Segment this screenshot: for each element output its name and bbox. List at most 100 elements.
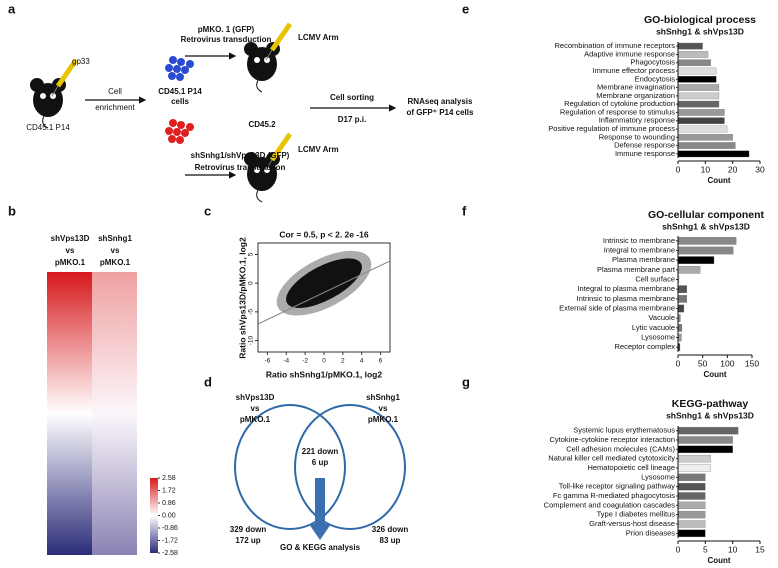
label: shSnhg1/shVps13D (GFP) bbox=[191, 151, 290, 160]
workflow-arrows bbox=[85, 52, 397, 179]
x-axis-label: Ratio shSnhg1/pMKO.1, log2 bbox=[266, 369, 382, 379]
bar bbox=[677, 59, 711, 67]
bar bbox=[677, 125, 728, 133]
category-label: Regulation of response to stimulus bbox=[560, 107, 675, 116]
chart-title: GO-biological process bbox=[644, 14, 756, 26]
bar bbox=[677, 100, 720, 108]
category-label: Fc gamma R-mediated phagocytosis bbox=[553, 491, 675, 500]
mouse-eye bbox=[264, 57, 270, 63]
chart-title: GO-cellular component bbox=[648, 209, 765, 221]
bar bbox=[677, 109, 725, 116]
panel-letter: g bbox=[462, 374, 470, 389]
bar bbox=[677, 92, 720, 100]
bar bbox=[677, 266, 701, 274]
chart-subtitle: shSnhg1 & shVps13D bbox=[662, 221, 750, 231]
column-label: shVps13D bbox=[51, 234, 90, 243]
colorbar-tick-label: -0.86 bbox=[162, 525, 178, 532]
category-label: Integral to membrane bbox=[604, 245, 675, 254]
label: CD45.2 bbox=[248, 120, 276, 129]
label: Cell sorting bbox=[330, 93, 374, 102]
syringe-needle bbox=[265, 159, 273, 171]
bar bbox=[677, 333, 682, 342]
category-label: Lysosome bbox=[641, 472, 675, 481]
label: gp33 bbox=[72, 57, 90, 66]
label: 221 down bbox=[302, 447, 339, 456]
chart-subtitle: shSnhg1 & shVps13D bbox=[666, 410, 754, 420]
label: 172 up bbox=[235, 536, 260, 545]
category-label: Plasma membrane bbox=[612, 255, 675, 264]
category-label: Cell adhesion molecules (CAMs) bbox=[566, 444, 675, 453]
venn-arrow bbox=[309, 478, 331, 540]
bar bbox=[677, 295, 688, 303]
category-label: Cytokine-cytokine receptor interaction bbox=[550, 435, 675, 444]
mouse-tail bbox=[42, 115, 49, 129]
x-tick-label: 150 bbox=[745, 358, 759, 368]
category-label: Integral to plasma membrane bbox=[577, 284, 675, 293]
label: enrichment bbox=[95, 103, 135, 112]
bar bbox=[677, 324, 683, 332]
bar bbox=[677, 445, 733, 454]
y-tick-label: 5 bbox=[248, 252, 255, 256]
syringe bbox=[269, 22, 293, 52]
category-label: Cell surface bbox=[635, 274, 675, 283]
label: GO & KEGG analysis bbox=[280, 543, 361, 552]
x-tick-label: 5 bbox=[703, 544, 708, 554]
label: 329 down bbox=[230, 525, 267, 534]
bar bbox=[677, 51, 709, 58]
x-tick-label: 4 bbox=[360, 358, 364, 365]
x-tick-label: 0 bbox=[676, 544, 681, 554]
category-label: Type I diabetes mellitus bbox=[597, 510, 676, 519]
bar bbox=[677, 67, 717, 75]
label: cells bbox=[171, 97, 189, 106]
bar bbox=[677, 304, 685, 313]
colorbar-tick-label: 0.00 bbox=[162, 512, 176, 519]
category-label: Lysosome bbox=[641, 332, 675, 341]
category-label: Positive regulation of immune process bbox=[548, 124, 675, 133]
label: Retrovirus transduction bbox=[195, 163, 286, 172]
mouse-icon bbox=[30, 58, 79, 129]
knockdown-cells bbox=[165, 119, 194, 144]
x-tick-label: 6 bbox=[379, 358, 383, 365]
column-label: pMKO.1 bbox=[55, 258, 86, 267]
column-label: pMKO.1 bbox=[100, 258, 131, 267]
category-label: Inflammatory response bbox=[599, 116, 675, 125]
label: 326 down bbox=[372, 525, 409, 534]
mouse-tail bbox=[256, 189, 263, 203]
category-label: Phagocytosis bbox=[630, 58, 675, 67]
category-label: Toll-like receptor signaling pathway bbox=[559, 482, 676, 491]
bar bbox=[677, 454, 711, 463]
column-label: vs bbox=[66, 246, 75, 255]
bar bbox=[677, 84, 720, 91]
colorbar-tick-label: 2.58 bbox=[162, 475, 176, 482]
label: D17 p.i. bbox=[338, 115, 366, 124]
bar bbox=[677, 285, 688, 293]
bar bbox=[677, 436, 733, 444]
bar bbox=[677, 150, 750, 158]
mouse-tail bbox=[256, 79, 263, 93]
regression-line bbox=[257, 260, 391, 325]
category-label: Regulation of cytokine production bbox=[564, 99, 675, 108]
label: LCMV Arm bbox=[298, 33, 339, 42]
label: shVps13D bbox=[236, 393, 275, 402]
label: pMKO.1 bbox=[240, 415, 271, 424]
colorbar-tick-label: 1.72 bbox=[162, 487, 176, 494]
panel-letter: c bbox=[204, 203, 211, 218]
label: shSnhg1 bbox=[366, 393, 400, 402]
label: of GFP⁺ P14 cells bbox=[407, 108, 474, 117]
colorbar-tick-label: -2.58 bbox=[162, 550, 178, 557]
x-axis-label: Count bbox=[703, 370, 726, 379]
label: pMKO.1 bbox=[368, 415, 399, 424]
syringe bbox=[269, 132, 293, 162]
x-tick-label: 15 bbox=[755, 544, 765, 554]
panel-letter: e bbox=[462, 1, 469, 16]
x-axis-label: Count bbox=[707, 176, 730, 185]
category-label: Adaptive immune response bbox=[584, 49, 675, 58]
label: CD45.1 P14 bbox=[158, 87, 202, 96]
mouse-icon bbox=[244, 132, 293, 203]
colorbar-tick-label: 0.86 bbox=[162, 500, 176, 507]
point-cloud bbox=[276, 250, 372, 316]
category-label: Recombination of immune receptors bbox=[555, 41, 676, 50]
bar bbox=[677, 501, 706, 510]
mouse-eye bbox=[40, 93, 46, 99]
